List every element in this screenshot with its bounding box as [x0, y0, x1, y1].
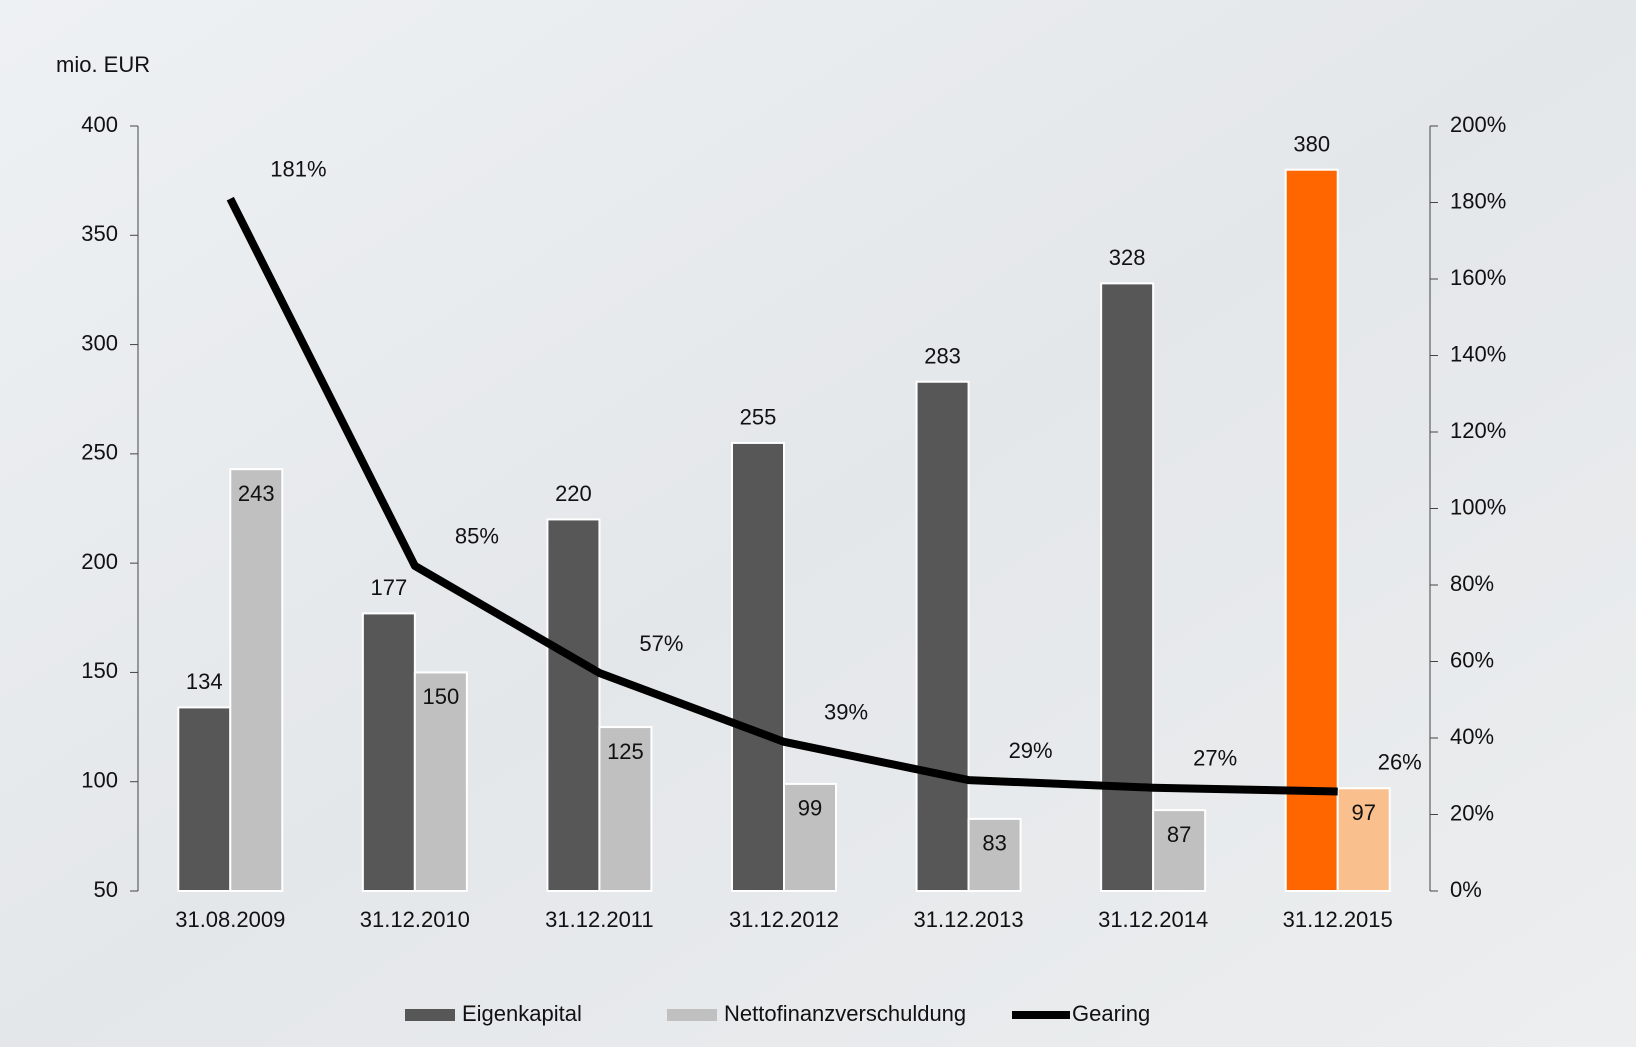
y2-tick-label: 60%	[1450, 647, 1494, 672]
line-value-label: 26%	[1378, 749, 1422, 774]
legend-swatch	[405, 1009, 455, 1021]
y-tick-label: 50	[94, 877, 118, 902]
bar-value-label: 255	[740, 405, 777, 430]
chart: mio. EUR 50 100 150 200 250 300 350 400 0% 20% 40%…	[0, 0, 1636, 1047]
bar-value-label: 134	[186, 669, 223, 694]
line-value-label: 27%	[1193, 746, 1237, 771]
line-value-label: 57%	[639, 631, 683, 656]
y2-tick-label: 140%	[1450, 341, 1506, 366]
bar-value-label: 243	[238, 481, 275, 506]
bar	[1101, 283, 1153, 891]
y-tick-label: 250	[81, 440, 118, 465]
bar-value-label: 328	[1109, 245, 1146, 270]
bar	[230, 469, 282, 891]
x-tick-label: 31.08.2009	[175, 907, 285, 932]
bar-value-label: 150	[422, 684, 459, 709]
y-tick-label: 200	[81, 549, 118, 574]
y-tick-label: 350	[81, 221, 118, 246]
bar-value-label: 99	[798, 796, 822, 821]
y2-tick-label: 120%	[1450, 418, 1506, 443]
bar-value-label: 97	[1351, 800, 1375, 825]
x-tick-label: 31.12.2014	[1098, 907, 1208, 932]
bar	[917, 382, 969, 891]
y2-tick-label: 80%	[1450, 571, 1494, 596]
y-tick-label: 300	[81, 330, 118, 355]
x-tick-label: 31.12.2015	[1283, 907, 1393, 932]
x-tick-label: 31.12.2011	[545, 907, 653, 932]
y2-tick-label: 100%	[1450, 494, 1506, 519]
y2-tick-label: 0%	[1450, 877, 1482, 902]
bar-value-label: 83	[982, 831, 1006, 856]
x-tick-label: 31.12.2010	[360, 907, 470, 932]
line-value-label: 85%	[455, 524, 499, 549]
bar	[732, 443, 784, 891]
bar-value-label: 283	[924, 344, 961, 369]
y2-tick-label: 40%	[1450, 724, 1494, 749]
line-value-label: 29%	[1009, 738, 1053, 763]
bar	[547, 519, 599, 891]
y2-tick-label: 180%	[1450, 188, 1506, 213]
legend-label: Gearing	[1072, 1001, 1150, 1026]
line-value-label: 181%	[270, 156, 326, 181]
legend-swatch	[667, 1009, 717, 1021]
y-tick-label: 400	[81, 112, 118, 137]
y2-tick-label: 200%	[1450, 112, 1506, 137]
x-tick-label: 31.12.2013	[914, 907, 1024, 932]
y2-tick-label: 20%	[1450, 800, 1494, 825]
bar	[1286, 170, 1338, 891]
legend-label: Nettofinanzverschuldung	[724, 1001, 966, 1026]
legend-label: Eigenkapital	[462, 1001, 582, 1026]
y-tick-label: 150	[81, 658, 118, 683]
bar	[178, 707, 230, 891]
bar	[363, 613, 415, 891]
bar-value-label: 177	[370, 575, 407, 600]
line-value-label: 39%	[824, 700, 868, 725]
bar-value-label: 380	[1293, 132, 1330, 157]
bar-value-label: 125	[607, 739, 644, 764]
x-tick-label: 31.12.2012	[729, 907, 839, 932]
y-tick-label: 100	[81, 768, 118, 793]
bar-value-label: 220	[555, 481, 592, 506]
bar-value-label: 87	[1167, 822, 1191, 847]
y-axis-label: mio. EUR	[56, 52, 150, 77]
y2-tick-label: 160%	[1450, 265, 1506, 290]
